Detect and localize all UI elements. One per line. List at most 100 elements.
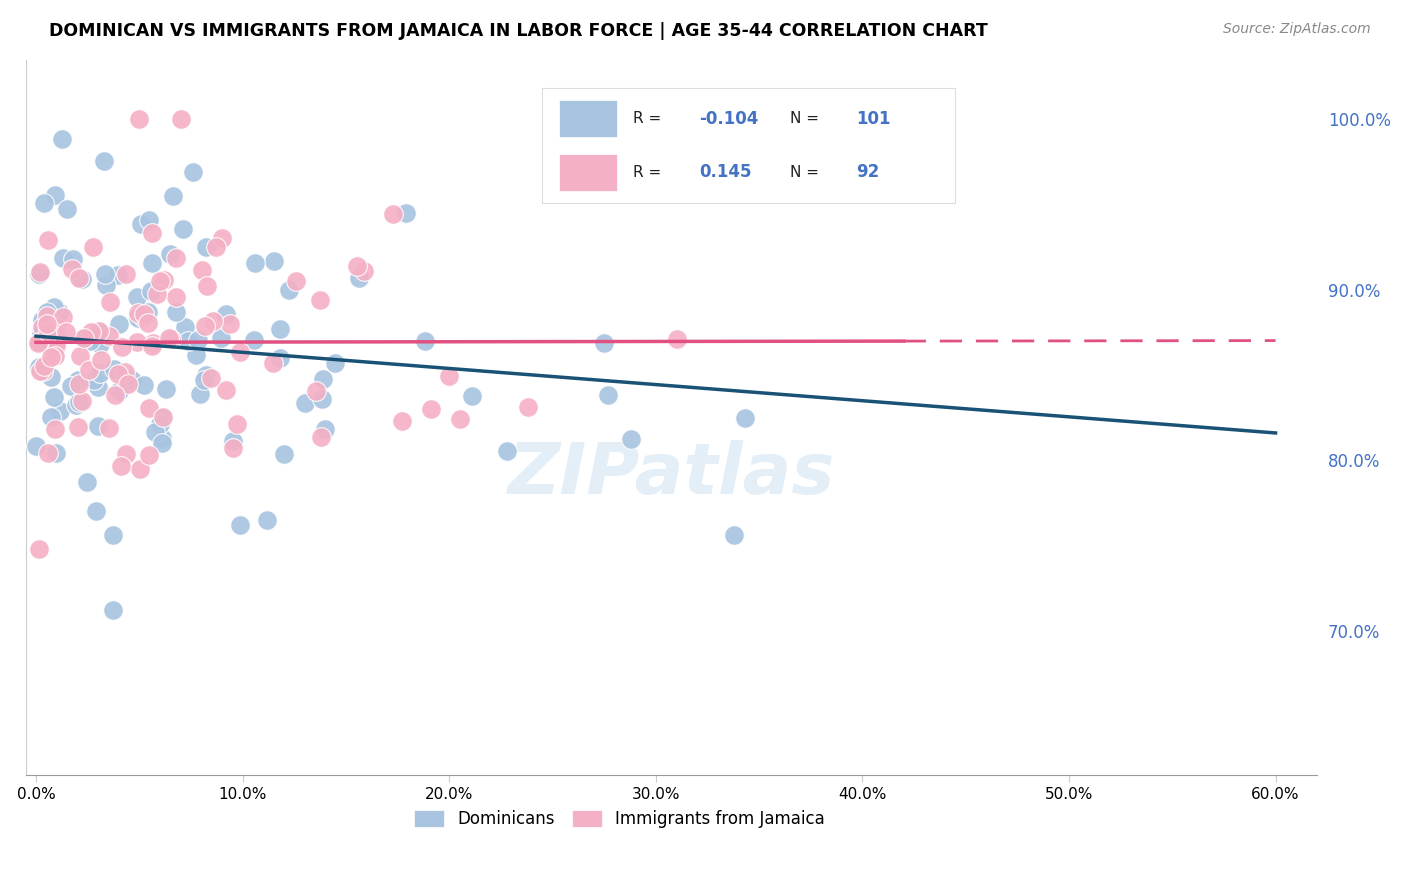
Point: [142, 335, 165, 350]
Point: [138, 448, 160, 462]
Text: Source: ZipAtlas.com: Source: ZipAtlas.com: [1223, 22, 1371, 37]
Point: [32, 196, 55, 211]
Point: [84, 504, 107, 518]
Point: [263, 254, 285, 268]
Point: [45, 338, 67, 352]
Point: [67, 395, 90, 409]
Point: [141, 339, 163, 353]
Point: [138, 316, 160, 330]
Point: [143, 425, 166, 439]
Point: [195, 278, 218, 293]
Point: [204, 240, 226, 254]
Point: [127, 306, 149, 320]
Point: [596, 388, 619, 402]
Point: [90, 352, 112, 367]
Point: [55, 325, 77, 339]
Point: [312, 372, 335, 386]
Point: [294, 395, 316, 409]
Point: [243, 255, 266, 269]
Point: [269, 351, 291, 366]
Point: [115, 268, 138, 282]
Point: [107, 384, 129, 398]
Point: [70, 271, 93, 285]
Point: [76, 475, 98, 490]
Point: [155, 382, 177, 396]
Point: [114, 365, 136, 379]
Point: [28, 267, 51, 281]
Point: [449, 412, 471, 426]
Point: [172, 222, 194, 236]
Point: [256, 513, 278, 527]
Point: [103, 603, 125, 617]
Point: [121, 373, 143, 387]
Point: [52, 251, 75, 265]
Point: [83, 373, 105, 387]
Point: [51, 131, 73, 145]
Point: [222, 434, 245, 449]
Point: [39, 369, 62, 384]
Point: [314, 422, 336, 436]
Point: [194, 240, 217, 254]
Point: [45, 446, 67, 460]
Point: [136, 305, 159, 319]
Point: [27, 336, 49, 351]
Point: [108, 318, 131, 332]
Point: [66, 420, 89, 434]
Point: [193, 318, 215, 333]
Point: [160, 332, 183, 346]
Point: [129, 217, 152, 231]
Point: [93, 153, 115, 168]
Point: [187, 333, 209, 347]
Point: [28, 265, 51, 279]
Point: [25, 439, 48, 453]
Point: [349, 270, 371, 285]
Point: [132, 310, 155, 325]
Point: [87, 419, 110, 434]
Point: [309, 293, 332, 307]
Point: [269, 322, 291, 336]
Point: [323, 356, 346, 370]
Point: [30, 327, 52, 342]
Point: [149, 417, 172, 431]
Point: [304, 384, 326, 399]
Point: [222, 441, 245, 455]
Point: [94, 268, 117, 282]
Point: [72, 331, 94, 345]
Point: [66, 373, 89, 387]
Point: [44, 188, 66, 202]
Point: [420, 401, 443, 416]
Point: [134, 378, 156, 392]
Point: [110, 458, 132, 473]
Point: [174, 319, 197, 334]
Point: [138, 212, 160, 227]
Point: [62, 252, 84, 266]
Point: [157, 331, 180, 345]
Point: [159, 246, 181, 260]
Point: [37, 325, 59, 339]
Point: [35, 309, 58, 323]
Point: [89, 337, 111, 351]
Point: [72, 393, 94, 408]
Point: [28, 364, 51, 378]
Point: [353, 264, 375, 278]
Point: [79, 334, 101, 349]
Point: [138, 401, 160, 416]
Point: [62, 262, 84, 277]
Point: [188, 386, 211, 401]
Point: [150, 411, 173, 425]
Point: [44, 301, 66, 315]
Point: [45, 320, 67, 334]
Point: [56, 202, 79, 217]
Point: [59, 379, 82, 393]
Point: [193, 373, 215, 387]
Point: [149, 274, 172, 288]
Point: [734, 411, 756, 425]
Point: [107, 367, 129, 381]
Point: [152, 273, 174, 287]
Point: [31, 320, 53, 334]
Point: [80, 325, 103, 339]
Point: [44, 349, 66, 363]
Point: [723, 528, 745, 542]
Point: [214, 383, 236, 397]
Point: [229, 345, 252, 359]
